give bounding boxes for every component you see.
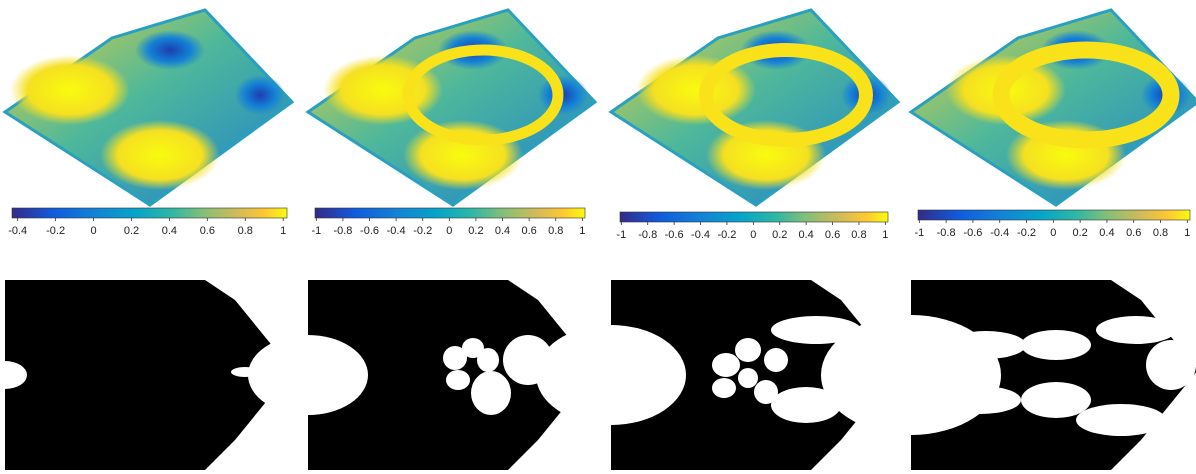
colorbar-tick-label: -0.8 <box>333 225 352 237</box>
topology-image <box>821 280 1196 470</box>
colorbar-tick-label: -0.4 <box>387 225 406 237</box>
colorbar-tick-label: -0.6 <box>963 227 982 239</box>
colorbar <box>917 209 1191 221</box>
colorbar-tick-label: -0.8 <box>937 227 956 239</box>
void <box>477 348 499 372</box>
colorbar-tick-label: 0.8 <box>1153 227 1168 239</box>
surface-high <box>10 55 130 125</box>
colorbar-tick-label: 0 <box>750 229 756 241</box>
void <box>941 386 1021 414</box>
colorbar-tick-label: -1 <box>616 229 626 241</box>
colorbar-tick-label: 0.2 <box>772 229 787 241</box>
void <box>471 371 511 415</box>
colorbar-tick-label: -0.2 <box>717 229 736 241</box>
void <box>712 353 740 377</box>
colorbar-tick-label: -0.6 <box>360 225 379 237</box>
colorbar-tick-label: 0.6 <box>200 225 215 237</box>
colorbar-tick-label: 0 <box>1050 227 1056 239</box>
colorbar-tick-label: -0.4 <box>8 225 27 237</box>
topology-image <box>248 280 595 470</box>
void <box>0 361 27 389</box>
void <box>712 378 736 398</box>
void <box>1021 330 1091 360</box>
colorbar-tick-label: -0.2 <box>1017 227 1036 239</box>
colorbar-tick-label: 0.2 <box>1072 227 1087 239</box>
colorbar-tick-label: 1 <box>1184 227 1190 239</box>
topology-image <box>536 280 898 470</box>
topology-image <box>0 280 292 470</box>
colorbar-tick-label: -0.4 <box>691 229 710 241</box>
colorbar-tick-label: 1 <box>579 225 585 237</box>
colorbar-tick-label: 0.8 <box>851 229 866 241</box>
void <box>771 316 861 344</box>
void <box>1076 404 1166 436</box>
void <box>1096 316 1176 344</box>
colorbar <box>314 207 586 219</box>
colorbar-tick-label: 0.4 <box>798 229 813 241</box>
surface-plot <box>608 8 901 207</box>
colorbar-tick-label: -0.2 <box>46 225 65 237</box>
colorbar-tick-label: 0.4 <box>495 225 510 237</box>
solid-region <box>5 280 292 470</box>
colorbar-tick-label: 1 <box>280 225 286 237</box>
void <box>462 338 484 358</box>
void <box>536 325 686 425</box>
colorbar-tick-label: 0.6 <box>1126 227 1141 239</box>
colorbar-tick-label: -0.8 <box>638 229 657 241</box>
colorbar-tick-label: 0 <box>446 225 452 237</box>
surface-ridge <box>699 43 873 147</box>
colorbar-tick-label: 0.4 <box>1099 227 1114 239</box>
void <box>946 331 1026 359</box>
surface-plot <box>2 8 295 207</box>
colorbar-tick-label: 1 <box>882 229 888 241</box>
surface-low <box>235 75 285 115</box>
surface-high <box>403 120 523 190</box>
colorbar-tick-label: 0 <box>90 225 96 237</box>
void <box>771 387 841 423</box>
colorbar-tick-label: -0.2 <box>413 225 432 237</box>
topology-images <box>0 280 1196 470</box>
colorbar-tick-label: 0.8 <box>548 225 563 237</box>
surface-base <box>2 8 295 207</box>
void <box>443 346 467 370</box>
void <box>1146 340 1196 390</box>
colorbar-tick-label: 0.6 <box>521 225 536 237</box>
void <box>764 348 788 372</box>
surface-plot <box>305 8 598 207</box>
void <box>1021 382 1091 418</box>
surface-ridge <box>992 41 1180 149</box>
void <box>754 380 778 404</box>
surface-ridge <box>402 44 564 146</box>
colorbar-tick-label: -1 <box>311 225 321 237</box>
colorbar-tick-label: 0.2 <box>124 225 139 237</box>
colorbar-tick-label: 0.8 <box>238 225 253 237</box>
colorbar-tick-label: -0.6 <box>665 229 684 241</box>
void <box>738 368 758 388</box>
colorbar-tick-label: 0.4 <box>162 225 177 237</box>
colorbar <box>11 207 288 219</box>
surface-high <box>100 120 220 190</box>
void <box>248 335 368 415</box>
colorbar <box>619 211 889 223</box>
surface-low <box>135 30 205 70</box>
void <box>446 370 470 390</box>
surface-plot <box>908 8 1196 207</box>
colorbar-tick-label: -1 <box>914 227 924 239</box>
colorbar-tick-label: 0.6 <box>825 229 840 241</box>
surface-plots <box>2 8 1196 207</box>
void <box>735 338 761 362</box>
colorbar-tick-label: 0.2 <box>468 225 483 237</box>
colorbar-tick-label: -0.4 <box>990 227 1009 239</box>
